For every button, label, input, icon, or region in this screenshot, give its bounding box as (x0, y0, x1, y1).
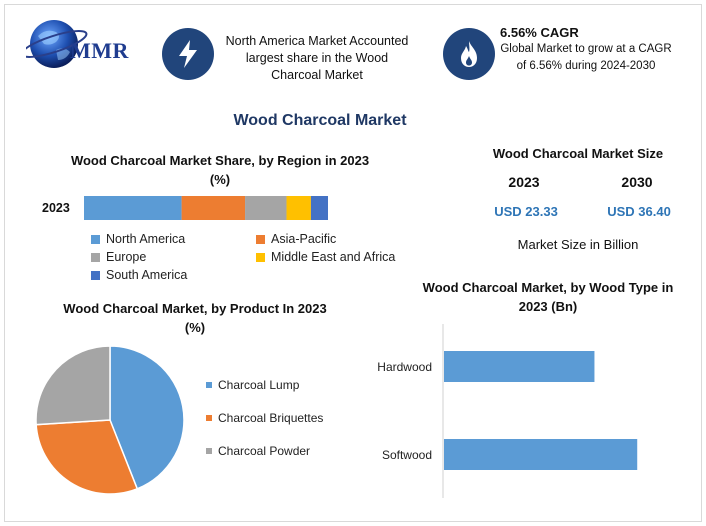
pie-slice (35, 419, 139, 495)
size-value-2023: USD 23.33 (494, 204, 558, 219)
region-bar-segment (245, 196, 287, 220)
legend-swatch (256, 252, 265, 262)
legend-north-america: North America (91, 232, 185, 246)
legend-swatch (256, 234, 265, 244)
product-pie-chart (35, 345, 185, 495)
cagr-title: 6.56% CAGR (500, 25, 579, 40)
logo-text: MMR (70, 38, 129, 63)
product-chart-title: Wood Charcoal Market, by Product In 2023… (63, 301, 327, 335)
legend-charcoal-powder: Charcoal Powder (206, 444, 310, 458)
infographic-frame (4, 4, 702, 522)
wood-type-chart-title: Wood Charcoal Market, by Wood Type in 20… (422, 280, 674, 314)
cagr-description: Global Market to grow at a CAGR of 6.56%… (500, 43, 672, 72)
wood-type-label: Softwood (382, 448, 432, 462)
region-chart-title: Wood Charcoal Market Share, by Region in… (70, 153, 370, 187)
wood-type-label: Hardwood (377, 360, 432, 374)
region-stacked-bar-chart: 2023 (42, 196, 328, 220)
pie-slice (109, 345, 185, 490)
legend-swatch (91, 252, 100, 262)
legend-swatch (91, 270, 100, 280)
legend-charcoal-briquettes: Charcoal Briquettes (206, 411, 323, 425)
legend-swatch (91, 234, 100, 244)
market-size-note: Market Size in Billion (517, 237, 639, 252)
legend-swatch (206, 415, 212, 421)
north-america-highlight: North America Market Accounted largest s… (225, 34, 409, 82)
pie-slice (35, 345, 111, 426)
wood-type-bar (444, 439, 638, 470)
legend-south-america: South America (91, 268, 187, 282)
legend-swatch (206, 448, 212, 454)
wood-type-bar-chart: Hardwood Softwood (377, 324, 638, 498)
region-year-label: 2023 (42, 201, 70, 215)
region-bar-segment (84, 196, 182, 220)
size-value-2030: USD 36.40 (607, 204, 671, 219)
legend-asia-pacific: Asia-Pacific (256, 232, 336, 246)
size-year-2030: 2030 (621, 174, 653, 190)
flame-icon (443, 28, 495, 80)
region-bar-segment (286, 196, 311, 220)
market-size-title: Wood Charcoal Market Size (492, 146, 664, 161)
region-bar-segment (310, 196, 328, 220)
main-title: Wood Charcoal Market (233, 112, 407, 129)
legend-swatch (206, 382, 212, 388)
region-bar-segment (181, 196, 246, 220)
legend-middle-east-africa: Middle East and Africa (256, 250, 395, 264)
legend-charcoal-lump: Charcoal Lump (206, 378, 299, 392)
legend-europe: Europe (91, 250, 146, 264)
size-year-2023: 2023 (508, 174, 540, 190)
lightning-icon (162, 28, 214, 80)
wood-type-bar (444, 351, 595, 382)
